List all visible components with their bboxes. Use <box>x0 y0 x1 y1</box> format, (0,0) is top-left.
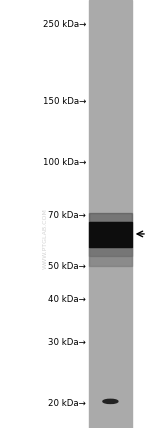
Bar <box>89 222 132 247</box>
Ellipse shape <box>103 399 118 404</box>
Text: 50 kDa→: 50 kDa→ <box>48 262 86 270</box>
Text: 40 kDa→: 40 kDa→ <box>48 295 86 304</box>
Text: WWW.PTGLAB.COM: WWW.PTGLAB.COM <box>42 208 48 269</box>
Text: 250 kDa→: 250 kDa→ <box>43 20 86 30</box>
Text: 150 kDa→: 150 kDa→ <box>43 97 86 106</box>
Bar <box>89 213 132 222</box>
Text: 70 kDa→: 70 kDa→ <box>48 211 86 220</box>
Bar <box>89 0 132 428</box>
Text: 30 kDa→: 30 kDa→ <box>48 338 86 347</box>
Bar <box>89 247 132 266</box>
Text: 100 kDa→: 100 kDa→ <box>43 158 86 167</box>
Bar <box>89 247 132 256</box>
Text: 20 kDa→: 20 kDa→ <box>48 399 86 408</box>
